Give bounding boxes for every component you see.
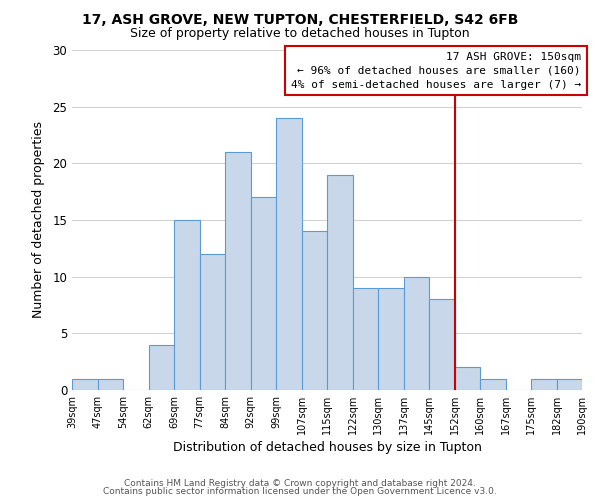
- Y-axis label: Number of detached properties: Number of detached properties: [32, 122, 46, 318]
- Bar: [276, 118, 302, 390]
- Bar: [557, 378, 582, 390]
- Bar: [225, 152, 251, 390]
- Bar: [353, 288, 378, 390]
- Bar: [404, 276, 429, 390]
- Bar: [97, 378, 123, 390]
- Bar: [149, 344, 174, 390]
- Bar: [455, 368, 480, 390]
- Text: 17, ASH GROVE, NEW TUPTON, CHESTERFIELD, S42 6FB: 17, ASH GROVE, NEW TUPTON, CHESTERFIELD,…: [82, 12, 518, 26]
- Bar: [429, 300, 455, 390]
- Bar: [72, 378, 97, 390]
- Text: 17 ASH GROVE: 150sqm
← 96% of detached houses are smaller (160)
4% of semi-detac: 17 ASH GROVE: 150sqm ← 96% of detached h…: [291, 52, 581, 90]
- Bar: [378, 288, 404, 390]
- Bar: [251, 198, 276, 390]
- Bar: [327, 174, 353, 390]
- X-axis label: Distribution of detached houses by size in Tupton: Distribution of detached houses by size …: [173, 441, 481, 454]
- Text: Size of property relative to detached houses in Tupton: Size of property relative to detached ho…: [130, 28, 470, 40]
- Text: Contains public sector information licensed under the Open Government Licence v3: Contains public sector information licen…: [103, 487, 497, 496]
- Text: Contains HM Land Registry data © Crown copyright and database right 2024.: Contains HM Land Registry data © Crown c…: [124, 478, 476, 488]
- Bar: [480, 378, 505, 390]
- Bar: [199, 254, 225, 390]
- Bar: [174, 220, 199, 390]
- Bar: [531, 378, 557, 390]
- Bar: [302, 232, 327, 390]
